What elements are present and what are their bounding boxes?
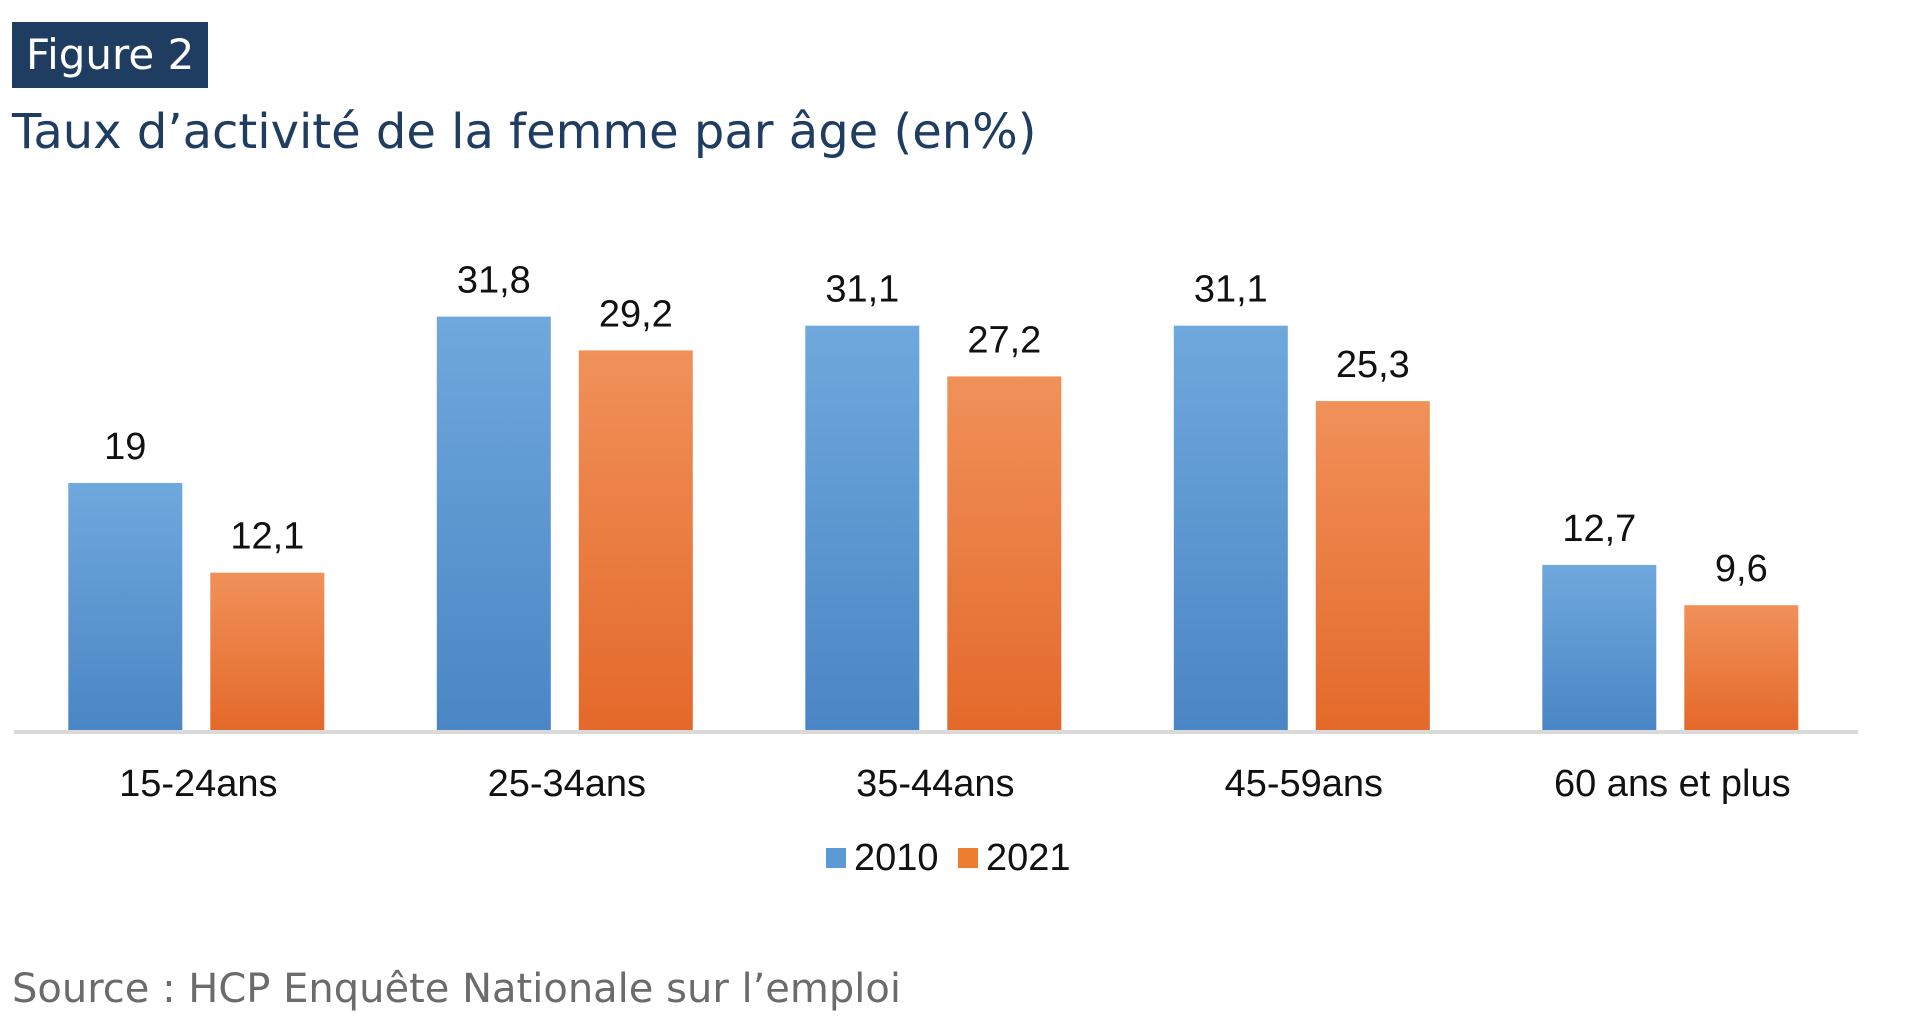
bar-2021-2 bbox=[578, 350, 693, 730]
data-label-2010-2: 31,8 bbox=[457, 260, 531, 302]
legend: 2010 2021 bbox=[826, 837, 1071, 879]
x-tick-label-3: 35-44ans bbox=[856, 763, 1014, 805]
x-tick-label-2: 25-34ans bbox=[488, 763, 646, 805]
data-label-2021-5: 9,6 bbox=[1715, 548, 1768, 590]
bar-2010-4 bbox=[1173, 325, 1288, 730]
data-label-2010-5: 12,7 bbox=[1562, 508, 1636, 550]
data-label-2021-3: 27,2 bbox=[967, 319, 1041, 361]
bar-2021-3 bbox=[947, 376, 1062, 730]
bar-2010-5 bbox=[1542, 564, 1657, 730]
chart-title: Taux d’activité de la femme par âge (en%… bbox=[12, 104, 1037, 160]
data-label-2010-3: 31,1 bbox=[825, 269, 899, 311]
source-note: Source : HCP Enquête Nationale sur l’emp… bbox=[12, 966, 901, 1012]
x-tick-label-1: 15-24ans bbox=[119, 763, 277, 805]
bars-layer: 19 12,1 31,8 29,2 31,1 27,2 31,1 25,3 12,7 9,6 bbox=[68, 260, 1799, 730]
data-label-2021-4: 25,3 bbox=[1336, 344, 1410, 386]
x-tick-label-5: 60 ans et plus bbox=[1554, 763, 1791, 805]
legend-swatch-2010 bbox=[826, 848, 846, 868]
legend-label-2010: 2010 bbox=[854, 837, 939, 879]
data-label-2021-1: 12,1 bbox=[230, 516, 304, 558]
data-label-2010-1: 19 bbox=[104, 426, 146, 468]
legend-label-2021: 2021 bbox=[986, 837, 1071, 879]
x-tick-labels: 15-24ans 25-34ans 35-44ans 45-59ans 60 ans e… bbox=[119, 763, 1791, 805]
bar-2010-1 bbox=[68, 483, 183, 730]
x-tick-label-4: 45-59ans bbox=[1225, 763, 1383, 805]
bar-2021-1 bbox=[210, 572, 325, 730]
bar-2010-2 bbox=[436, 316, 551, 730]
legend-swatch-2021 bbox=[958, 848, 978, 868]
bar-2021-5 bbox=[1684, 605, 1799, 730]
bar-2010-3 bbox=[805, 325, 920, 730]
data-label-2010-4: 31,1 bbox=[1194, 269, 1268, 311]
figure-label: Figure 2 bbox=[12, 22, 209, 88]
bar-2021-4 bbox=[1315, 401, 1430, 730]
data-label-2021-2: 29,2 bbox=[599, 293, 673, 335]
